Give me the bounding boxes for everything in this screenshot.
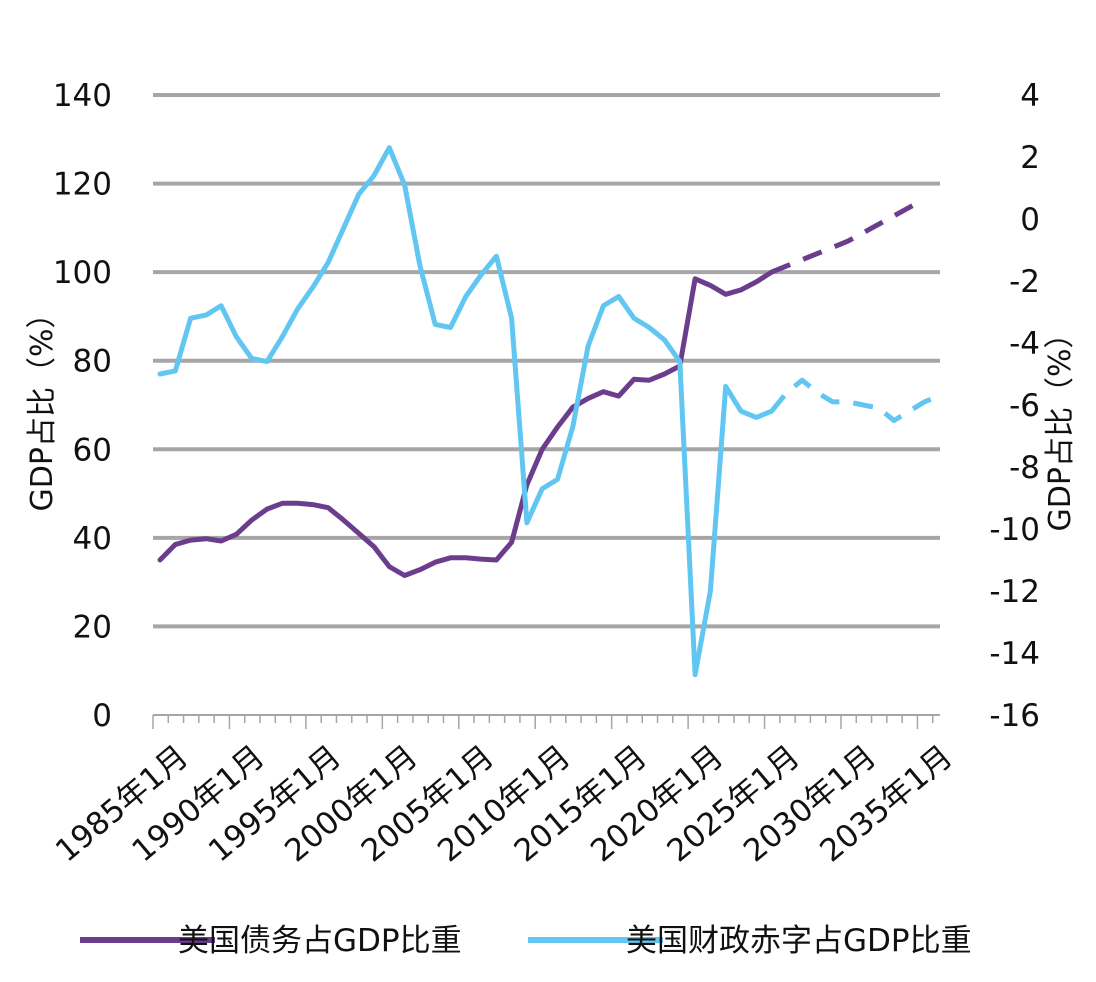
right-tick-label: -12 (989, 574, 1040, 610)
left-tick-label: 60 (73, 432, 112, 468)
left-tick-label: 80 (73, 344, 112, 380)
right-tick-label: 2 (1020, 140, 1040, 176)
right-tick-label: 0 (1020, 202, 1040, 238)
right-tick-label: -6 (1009, 388, 1040, 424)
left-tick-label: 140 (53, 78, 112, 114)
right-tick-label: -4 (1009, 326, 1040, 362)
left-tick-label: 120 (53, 167, 112, 203)
series-projection-deficit (769, 377, 941, 423)
left-tick-label: 40 (73, 521, 112, 557)
series-line-deficit (157, 145, 775, 678)
series-lines (157, 145, 941, 678)
left-tick-label: 100 (53, 255, 112, 291)
left-tick-label: 20 (73, 609, 112, 645)
right-tick-label: -16 (989, 698, 1040, 734)
legend-label-debt: 美国债务占GDP比重 (178, 923, 462, 959)
right-tick-label: -10 (989, 512, 1040, 548)
right-y-axis: -16 -14 -12 -10 -8 -6 -4 -2 0 2 4 (989, 78, 1040, 734)
right-tick-label: -14 (989, 636, 1040, 672)
x-axis: 1985年1月1990年1月1995年1月2000年1月2005年1月2010年… (49, 714, 960, 869)
left-axis-title: GDP占比（%） (25, 299, 60, 512)
right-tick-label: -2 (1009, 264, 1040, 300)
series-projection-debt (770, 196, 926, 275)
right-tick-label: 4 (1020, 78, 1040, 114)
left-tick-label: 0 (92, 698, 112, 734)
series-line-debt (157, 269, 775, 578)
right-axis-title: GDP占比（%） (1043, 319, 1078, 532)
gridlines (153, 93, 940, 629)
left-y-axis: 0 20 40 60 80 100 120 140 (53, 78, 112, 734)
right-tick-label: -8 (1009, 450, 1040, 486)
legend: 美国债务占GDP比重 美国财政赤字占GDP比重 (80, 923, 972, 959)
legend-label-deficit: 美国财政赤字占GDP比重 (626, 923, 972, 959)
